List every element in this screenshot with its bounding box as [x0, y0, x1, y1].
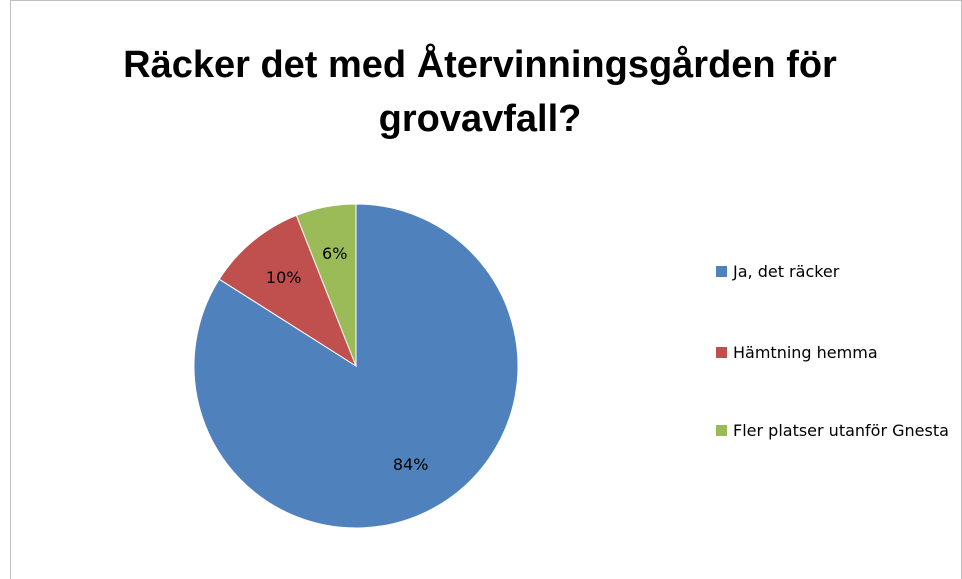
- data-label: 6%: [322, 244, 347, 263]
- pie-slice: [218, 214, 358, 368]
- chart-title: Räcker det med Återvinningsgården för gr…: [123, 44, 837, 140]
- legend-item: Ja, det räcker: [716, 255, 956, 288]
- legend-item: Hämtning hemma: [716, 336, 956, 369]
- legend-item: Fler platser utanför Gnesta: [716, 414, 956, 447]
- legend-label: Fler platser utanför Gnesta: [733, 421, 949, 440]
- legend-label: Hämtning hemma: [733, 343, 878, 362]
- legend-swatch: [716, 425, 727, 436]
- legend-swatch: [716, 347, 727, 358]
- data-label: 10%: [266, 268, 302, 287]
- data-label: 84%: [393, 455, 429, 474]
- legend-label: Ja, det räcker: [733, 262, 840, 281]
- legend-swatch: [716, 266, 727, 277]
- pie-slice: [295, 203, 357, 367]
